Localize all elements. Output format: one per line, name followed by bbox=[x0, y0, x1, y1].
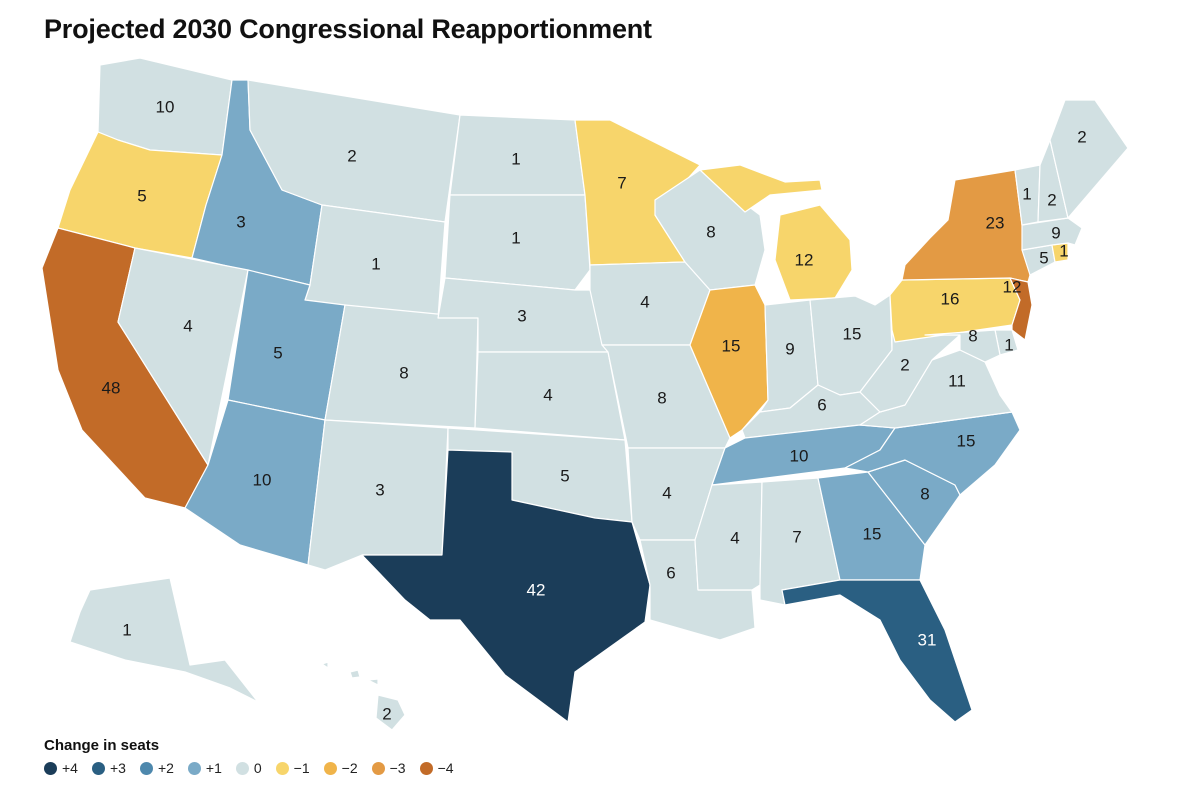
legend-swatch bbox=[91, 761, 105, 775]
state-maryland[interactable] bbox=[924, 329, 1001, 363]
seat-label-iowa: 4 bbox=[640, 293, 649, 312]
seat-label-missouri: 8 bbox=[657, 389, 666, 408]
seat-label-minnesota: 7 bbox=[617, 174, 626, 193]
legend-label: +3 bbox=[109, 760, 126, 776]
legend-item: −3 bbox=[371, 760, 406, 776]
legend-swatch bbox=[275, 761, 289, 775]
state-illinois[interactable] bbox=[689, 284, 769, 439]
seat-label-rhode-island: 1 bbox=[1059, 242, 1068, 261]
seat-label-wisconsin: 8 bbox=[706, 223, 715, 242]
legend-label: +4 bbox=[62, 760, 78, 776]
seat-label-north-carolina: 15 bbox=[957, 432, 976, 451]
seat-label-idaho: 3 bbox=[236, 213, 245, 232]
legend-swatch bbox=[44, 761, 57, 775]
seat-label-arizona: 10 bbox=[253, 471, 272, 490]
legend-swatch bbox=[323, 761, 337, 775]
legend-swatch bbox=[139, 761, 153, 775]
seat-label-maryland: 8 bbox=[968, 327, 977, 346]
seat-label-new-jersey: 12 bbox=[1003, 278, 1022, 297]
seat-label-hawaii: 2 bbox=[382, 705, 391, 724]
legend-label: −4 bbox=[437, 760, 454, 776]
legend-swatch bbox=[187, 761, 201, 775]
legend-items: +4 +3 +2 +1 0 −1 −2 −3 −4 bbox=[44, 760, 468, 776]
legend-item: −4 bbox=[419, 760, 454, 776]
map-title: Projected 2030 Congressional Reapportion… bbox=[44, 14, 652, 44]
seat-label-washington: 10 bbox=[156, 98, 175, 117]
seat-label-florida: 31 bbox=[918, 631, 937, 650]
seat-label-arkansas: 4 bbox=[662, 484, 671, 503]
seat-label-vermont: 1 bbox=[1022, 185, 1031, 204]
legend-label: −3 bbox=[389, 760, 406, 776]
seat-label-illinois: 15 bbox=[722, 337, 741, 356]
seat-label-nebraska: 3 bbox=[517, 307, 526, 326]
state-alaska[interactable] bbox=[69, 577, 259, 703]
state-south-dakota[interactable] bbox=[444, 194, 591, 291]
seat-label-virginia: 11 bbox=[948, 372, 966, 391]
legend-item: +2 bbox=[139, 760, 174, 776]
seat-label-nevada: 4 bbox=[183, 317, 192, 336]
seat-label-south-carolina: 8 bbox=[920, 485, 929, 504]
seat-label-south-dakota: 1 bbox=[511, 229, 520, 248]
legend-item: +3 bbox=[91, 760, 126, 776]
legend-label: −2 bbox=[341, 760, 358, 776]
legend-label: 0 bbox=[253, 760, 262, 776]
legend-label: +2 bbox=[157, 760, 174, 776]
seat-label-alaska: 1 bbox=[122, 621, 131, 640]
seat-label-louisiana: 6 bbox=[666, 564, 675, 583]
seat-label-tennessee: 10 bbox=[790, 447, 809, 466]
seat-label-california: 48 bbox=[102, 379, 121, 398]
legend-label: +1 bbox=[205, 760, 222, 776]
legend-label: −1 bbox=[293, 760, 310, 776]
seat-label-new-hampshire: 2 bbox=[1047, 191, 1056, 210]
legend-swatch bbox=[371, 761, 385, 775]
seat-label-texas: 42 bbox=[527, 581, 546, 600]
seat-label-pennsylvania: 16 bbox=[941, 290, 960, 309]
seat-label-massachusetts: 9 bbox=[1051, 224, 1060, 243]
legend-item: 0 bbox=[235, 760, 262, 776]
seat-label-kansas: 4 bbox=[543, 386, 552, 405]
seat-label-colorado: 8 bbox=[399, 364, 408, 383]
seat-label-michigan: 12 bbox=[795, 251, 814, 270]
state-massachusetts[interactable] bbox=[1021, 217, 1083, 251]
state-north-carolina[interactable] bbox=[844, 411, 1021, 496]
seat-label-ohio: 15 bbox=[843, 325, 862, 344]
state-florida[interactable] bbox=[781, 579, 973, 723]
seat-label-maine: 2 bbox=[1077, 128, 1086, 147]
state-maine[interactable] bbox=[1049, 99, 1129, 219]
legend-item: −1 bbox=[275, 760, 310, 776]
seat-label-oklahoma: 5 bbox=[560, 467, 569, 486]
seat-label-north-dakota: 1 bbox=[511, 150, 520, 169]
seat-label-alabama: 7 bbox=[792, 528, 801, 547]
legend-swatch bbox=[419, 761, 433, 775]
state-new-york[interactable] bbox=[901, 169, 1031, 283]
legend-item: −2 bbox=[323, 760, 358, 776]
seat-label-montana: 2 bbox=[347, 147, 356, 166]
seat-label-connecticut: 5 bbox=[1039, 249, 1048, 268]
state-new-jersey[interactable] bbox=[1009, 277, 1033, 341]
state-georgia[interactable] bbox=[817, 471, 926, 581]
seat-label-georgia: 15 bbox=[863, 525, 882, 544]
seat-label-new-york: 23 bbox=[986, 214, 1005, 233]
seat-label-utah: 5 bbox=[273, 344, 282, 363]
seat-label-delaware: 1 bbox=[1004, 336, 1013, 355]
state-iowa[interactable] bbox=[589, 261, 711, 346]
legend-swatch bbox=[235, 761, 249, 775]
seat-label-new-mexico: 3 bbox=[375, 481, 384, 500]
state-michigan[interactable] bbox=[699, 164, 853, 301]
seat-label-kentucky: 6 bbox=[817, 396, 826, 415]
legend-item: +4 bbox=[44, 760, 78, 776]
state-hawaii[interactable] bbox=[321, 661, 406, 731]
legend: Change in seats +4 +3 +2 +1 0 −1 −2 −3 −… bbox=[44, 737, 468, 776]
seat-label-west-virginia: 2 bbox=[900, 356, 909, 375]
legend-title: Change in seats bbox=[44, 737, 160, 754]
seat-label-mississippi: 4 bbox=[730, 529, 739, 548]
seat-label-indiana: 9 bbox=[785, 340, 794, 359]
seat-label-oregon: 5 bbox=[137, 187, 146, 206]
legend-item: +1 bbox=[187, 760, 222, 776]
state-texas[interactable] bbox=[361, 449, 651, 723]
seat-label-wyoming: 1 bbox=[371, 255, 380, 274]
